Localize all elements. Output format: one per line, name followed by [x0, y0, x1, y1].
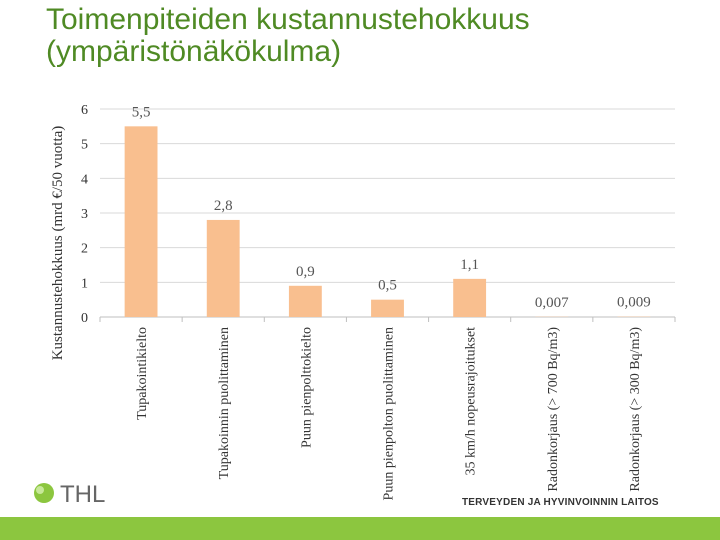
logo-icon [34, 483, 54, 503]
x-tick-label: Puun pienpolttokielto [299, 327, 314, 448]
x-tick-label: Tupakoinnin puolittaminen [217, 327, 232, 479]
bar [288, 285, 322, 317]
footer-bar [0, 517, 720, 540]
bar [453, 278, 487, 317]
y-tick-label: 0 [81, 311, 88, 326]
logo-icon-highlight [36, 486, 44, 494]
y-tick-label: 1 [81, 276, 88, 291]
x-tick-label: 35 km/h nopeusrajoitukset [464, 327, 479, 476]
bar [371, 299, 404, 317]
value-label: 2,8 [214, 198, 233, 214]
value-label: 0,9 [296, 264, 315, 280]
y-tick-label: 5 [81, 138, 88, 153]
y-tick-label: 6 [81, 103, 88, 118]
bar [206, 219, 240, 317]
x-tick-label: Tupakointikielto [135, 327, 150, 420]
y-tick-label: 3 [81, 207, 88, 222]
y-tick-label: 2 [81, 242, 88, 257]
x-tick-label: Radonkorjaus (> 700 Bq/m3) [546, 327, 561, 492]
y-tick-label: 4 [81, 172, 88, 187]
x-tick-label: Puun pienpolton puolittaminen [382, 327, 397, 500]
value-label: 0,007 [535, 295, 569, 311]
value-label: 0,009 [617, 295, 651, 311]
y-axis-label: Kustannustehokkuus (mrd €/50 vuotta) [50, 126, 66, 361]
value-label: 0,5 [378, 278, 397, 294]
logo: THL [34, 481, 105, 508]
value-label: 1,1 [460, 257, 479, 273]
slide-title: Toimenpiteiden kustannustehokkuus (ympär… [46, 3, 530, 68]
logo-text: THL [60, 481, 105, 508]
x-tick-label: Radonkorjaus (> 300 Bq/m3) [628, 327, 643, 492]
organization-name: TERVEYDEN JA HYVINVOINNIN LAITOS [462, 497, 659, 508]
value-label: 5,5 [132, 104, 151, 120]
bar [124, 126, 158, 317]
